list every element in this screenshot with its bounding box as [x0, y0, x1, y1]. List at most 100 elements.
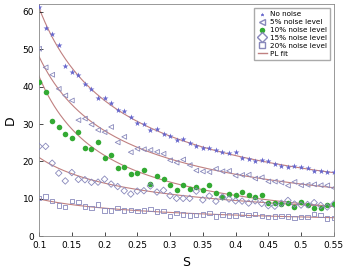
Point [213, 199, 219, 203]
Point [56, 125, 62, 129]
Point [272, 200, 278, 205]
Point [200, 198, 206, 202]
Point [285, 183, 291, 188]
Point [63, 93, 68, 98]
Point [187, 163, 192, 167]
Point [154, 190, 160, 194]
Point [298, 215, 304, 219]
Point [285, 214, 291, 219]
Point [108, 101, 114, 106]
Point [207, 183, 212, 187]
Point [154, 209, 160, 214]
Point [63, 205, 68, 209]
Point [128, 172, 134, 176]
Point [233, 150, 238, 154]
Point [266, 204, 271, 208]
Point [135, 189, 140, 193]
Point [36, 196, 42, 200]
Point [161, 152, 166, 156]
Point [102, 208, 107, 213]
Point [89, 87, 94, 91]
Point [311, 200, 317, 205]
Point [180, 183, 186, 187]
Point [187, 196, 192, 201]
Point [259, 192, 264, 197]
Point [76, 177, 81, 182]
Point [324, 205, 330, 209]
Point [128, 208, 134, 212]
Point [161, 209, 166, 213]
Point [102, 130, 107, 134]
Point [233, 192, 238, 197]
Point [43, 26, 48, 30]
Point [89, 122, 94, 127]
Point [311, 182, 317, 186]
Point [266, 159, 271, 163]
Point [174, 196, 179, 201]
Point [213, 214, 219, 219]
Point [56, 203, 62, 208]
Point [298, 183, 304, 188]
Point [148, 128, 153, 132]
Point [167, 134, 173, 139]
Point [298, 200, 304, 204]
Point [174, 211, 179, 215]
Point [56, 43, 62, 47]
Point [102, 156, 107, 160]
Point [102, 96, 107, 100]
Point [128, 115, 134, 119]
Point [63, 132, 68, 136]
Point [305, 183, 310, 187]
Point [239, 199, 245, 203]
Point [167, 158, 173, 162]
Point [193, 213, 199, 217]
Point [108, 182, 114, 186]
Point [43, 144, 48, 149]
Point [36, 80, 42, 84]
Point [266, 215, 271, 219]
Point [279, 164, 284, 168]
Point [89, 206, 94, 210]
Point [121, 189, 127, 193]
Point [272, 204, 278, 208]
Point [89, 147, 94, 152]
Point [108, 208, 114, 213]
Point [252, 199, 258, 203]
Point [246, 201, 251, 205]
Point [279, 202, 284, 206]
Point [174, 161, 179, 165]
Point [193, 185, 199, 190]
Point [161, 177, 166, 181]
Point [115, 166, 120, 170]
Point [259, 201, 264, 206]
Point [141, 167, 147, 172]
Point [318, 213, 323, 217]
Point [108, 153, 114, 157]
Point [49, 32, 55, 36]
Point [292, 202, 297, 206]
Point [200, 146, 206, 150]
Point [272, 162, 278, 166]
Point [266, 201, 271, 206]
Point [279, 180, 284, 185]
Point [239, 173, 245, 177]
Point [324, 170, 330, 174]
Point [82, 82, 88, 86]
Point [95, 95, 101, 100]
Point [207, 146, 212, 150]
Point [292, 164, 297, 168]
Point [180, 136, 186, 141]
Point [69, 199, 74, 203]
Point [174, 188, 179, 192]
Point [220, 150, 225, 154]
Point [285, 198, 291, 203]
Point [298, 165, 304, 169]
Point [213, 191, 219, 195]
Point [259, 158, 264, 162]
Point [128, 192, 134, 196]
Point [63, 64, 68, 68]
Point [121, 165, 127, 169]
Point [49, 161, 55, 165]
Point [36, 47, 42, 51]
Point [193, 144, 199, 148]
